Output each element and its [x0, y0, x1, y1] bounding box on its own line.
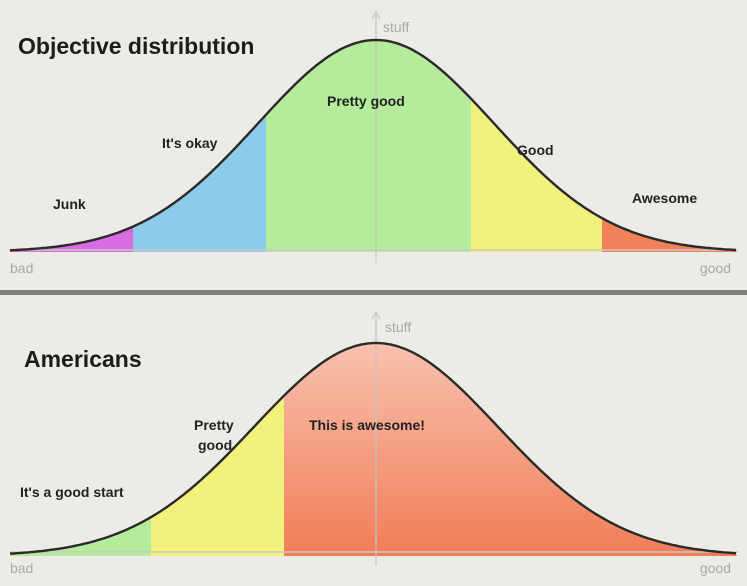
top-segment-awesome — [602, 40, 737, 252]
bottom-label-pretty-line2: good — [198, 437, 232, 453]
bottom-label-pretty-line1: Pretty — [194, 417, 234, 433]
panel-divider — [0, 290, 747, 295]
bottom-segment-good-start — [10, 343, 151, 556]
bottom-label-good-start: It's a good start — [20, 484, 124, 500]
bottom-title: Americans — [24, 346, 142, 372]
top-label-good: Good — [517, 142, 554, 158]
bottom-y-axis-label: stuff — [385, 319, 411, 335]
top-label-its-okay: It's okay — [162, 135, 218, 151]
top-segment-good — [471, 40, 602, 252]
top-panel: Objective distribution stuff bad good Ju… — [9, 10, 738, 276]
top-y-axis-label: stuff — [383, 19, 409, 35]
bottom-left-axis-label: bad — [10, 560, 33, 576]
top-segment-pretty-good — [266, 40, 471, 252]
bottom-label-this-is-awesome: This is awesome! — [309, 417, 425, 433]
bottom-bell-curve — [9, 341, 737, 555]
top-label-awesome: Awesome — [632, 190, 697, 206]
top-label-junk: Junk — [53, 196, 86, 212]
top-right-axis-label: good — [700, 260, 731, 276]
top-bell-curve — [9, 38, 737, 252]
bottom-panel: Americans stuff bad good It's a good sta… — [9, 310, 738, 576]
bottom-right-axis-label: good — [700, 560, 731, 576]
top-left-axis-label: bad — [10, 260, 33, 276]
top-y-axis-arrow — [371, 10, 381, 20]
top-label-pretty-good: Pretty good — [327, 93, 405, 109]
bottom-y-axis-arrow — [371, 310, 381, 320]
top-title: Objective distribution — [18, 33, 254, 59]
